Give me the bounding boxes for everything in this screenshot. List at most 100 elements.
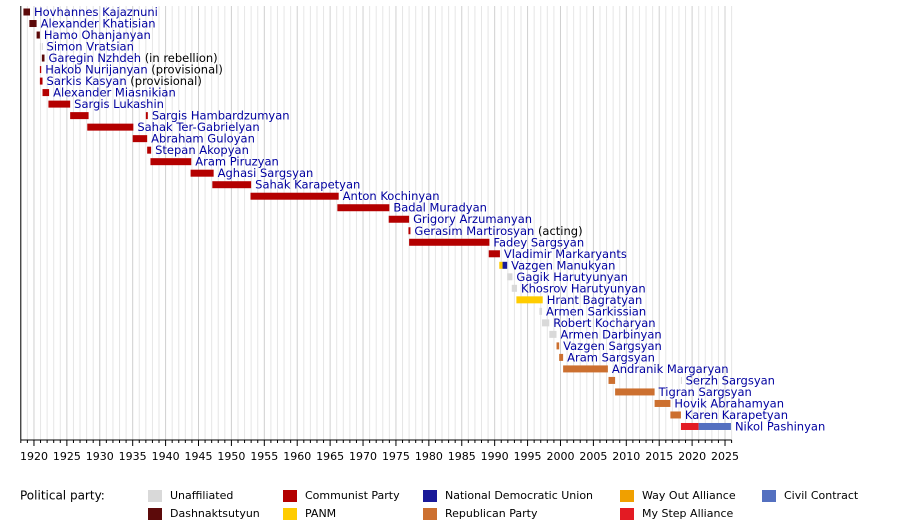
x-tick-label: 1975 [382, 450, 410, 463]
row-label: Grigory Arzumanyan [413, 212, 532, 226]
term-bar [337, 204, 390, 212]
x-tick-label: 2000 [546, 450, 574, 463]
row-label: Vladimir Markaryants [504, 246, 627, 260]
minister-name: Hakob Nurijanyan [45, 62, 147, 76]
term-bar [563, 365, 608, 373]
x-tick-label: 1985 [448, 450, 476, 463]
row-label: Hamo Ohanjanyan [44, 28, 151, 42]
term-bar [409, 238, 490, 246]
minister-name: Vazgen Sargsyan [563, 338, 662, 352]
term-bar [654, 399, 671, 407]
term-bar [190, 169, 214, 177]
term-bar [488, 250, 500, 258]
row-label: Anton Kochinyan [343, 189, 440, 203]
x-tick-label: 1970 [349, 450, 377, 463]
x-tick-label: 1925 [53, 450, 81, 463]
legend-label: Way Out Alliance [642, 489, 736, 502]
x-tick-label: 2010 [612, 450, 640, 463]
legend-swatch [148, 490, 162, 502]
row-label: Sahak Ter-Gabrielyan [137, 120, 259, 134]
minister-name: Grigory Arzumanyan [413, 212, 532, 226]
minister-name: Armen Darbinyan [561, 327, 662, 341]
row-label: Tigran Sargsyan [658, 384, 752, 398]
row-label: Alexander Miasnikian [53, 85, 176, 99]
x-tick-label: 1945 [185, 450, 213, 463]
row-label: Karen Karapetyan [685, 407, 788, 421]
term-bar [39, 66, 42, 74]
minister-name: Andranik Margaryan [612, 361, 729, 375]
row-label: Sarkis Kasyan (provisional) [47, 74, 202, 88]
term-bar [212, 181, 252, 189]
row-label: Gagik Harutyunyan [516, 269, 628, 283]
minister-name: Aram Sargsyan [567, 350, 655, 364]
minister-name: Simon Vratsian [47, 39, 134, 53]
term-bar [388, 215, 410, 223]
legend-label: PANM [305, 507, 336, 520]
term-bar [608, 376, 616, 384]
minister-note: (provisional) [151, 62, 223, 76]
row-label: Alexander Khatisian [41, 16, 156, 30]
row-label: Simon Vratsian [47, 39, 134, 53]
row-label: Garegin Nzhdeh (in rebellion) [48, 51, 217, 65]
row-label: Hakob Nurijanyan (provisional) [45, 62, 223, 76]
term-bar [680, 422, 699, 430]
row-label: Aram Sargsyan [567, 350, 655, 364]
minister-name: Sarkis Kasyan [47, 74, 127, 88]
minister-name: Alexander Miasnikian [53, 85, 176, 99]
minister-name: Vladimir Markaryants [504, 246, 627, 260]
minister-name: Hamo Ohanjanyan [44, 28, 151, 42]
legend-swatch [423, 490, 437, 502]
legend-label: My Step Alliance [642, 507, 733, 520]
row-label: Robert Kocharyan [553, 315, 655, 329]
term-bar [42, 89, 50, 97]
row-label: Stepan Akopyan [155, 143, 249, 157]
minister-name: Nikol Pashinyan [735, 419, 825, 433]
x-tick-label: 1995 [514, 450, 542, 463]
row-label: Aram Piruzyan [195, 154, 279, 168]
row-label: Aghasi Sargsyan [218, 166, 314, 180]
x-tick-label: 1980 [415, 450, 443, 463]
minister-note: (provisional) [130, 74, 202, 88]
minister-name: Aram Piruzyan [195, 154, 279, 168]
minister-name: Aghasi Sargsyan [218, 166, 314, 180]
term-bar [502, 261, 508, 269]
term-bar [145, 112, 148, 120]
term-bar [29, 20, 37, 28]
minister-name: Serzh Sargsyan [686, 373, 775, 387]
term-bar [539, 307, 543, 315]
row-label: Badal Muradyan [393, 200, 487, 214]
term-bar [507, 273, 513, 281]
term-bar [698, 422, 731, 430]
term-bar [39, 43, 41, 51]
x-tick-label: 1940 [152, 450, 180, 463]
legend-swatch [620, 490, 634, 502]
legend-swatch [620, 508, 634, 520]
x-tick-label: 1950 [217, 450, 245, 463]
x-tick-label: 2005 [579, 450, 607, 463]
legend-label: Civil Contract [784, 489, 859, 502]
term-bar [147, 146, 152, 154]
minister-name: Sahak Ter-Gabrielyan [137, 120, 259, 134]
minister-name: Robert Kocharyan [553, 315, 655, 329]
term-bar [542, 319, 550, 327]
minister-name: Abraham Guloyan [151, 131, 255, 145]
minister-name: Armen Sarkissian [546, 304, 646, 318]
term-bar [556, 342, 560, 350]
legend-swatch [423, 508, 437, 520]
x-tick-label: 1935 [119, 450, 147, 463]
term-bar [615, 388, 655, 396]
row-label: Nikol Pashinyan [735, 419, 825, 433]
minister-name: Fadey Sargsyan [493, 235, 584, 249]
term-bar [150, 158, 192, 166]
x-tick-label: 2015 [645, 450, 673, 463]
x-tick-label: 1920 [20, 450, 48, 463]
legend-label: Unaffiliated [170, 489, 233, 502]
term-bar [39, 77, 43, 85]
row-label: Vazgen Manukyan [511, 258, 615, 272]
term-bar [511, 284, 518, 292]
term-bar [670, 411, 681, 419]
term-bar [680, 376, 682, 384]
term-bar [36, 31, 40, 39]
term-bar [549, 330, 557, 338]
